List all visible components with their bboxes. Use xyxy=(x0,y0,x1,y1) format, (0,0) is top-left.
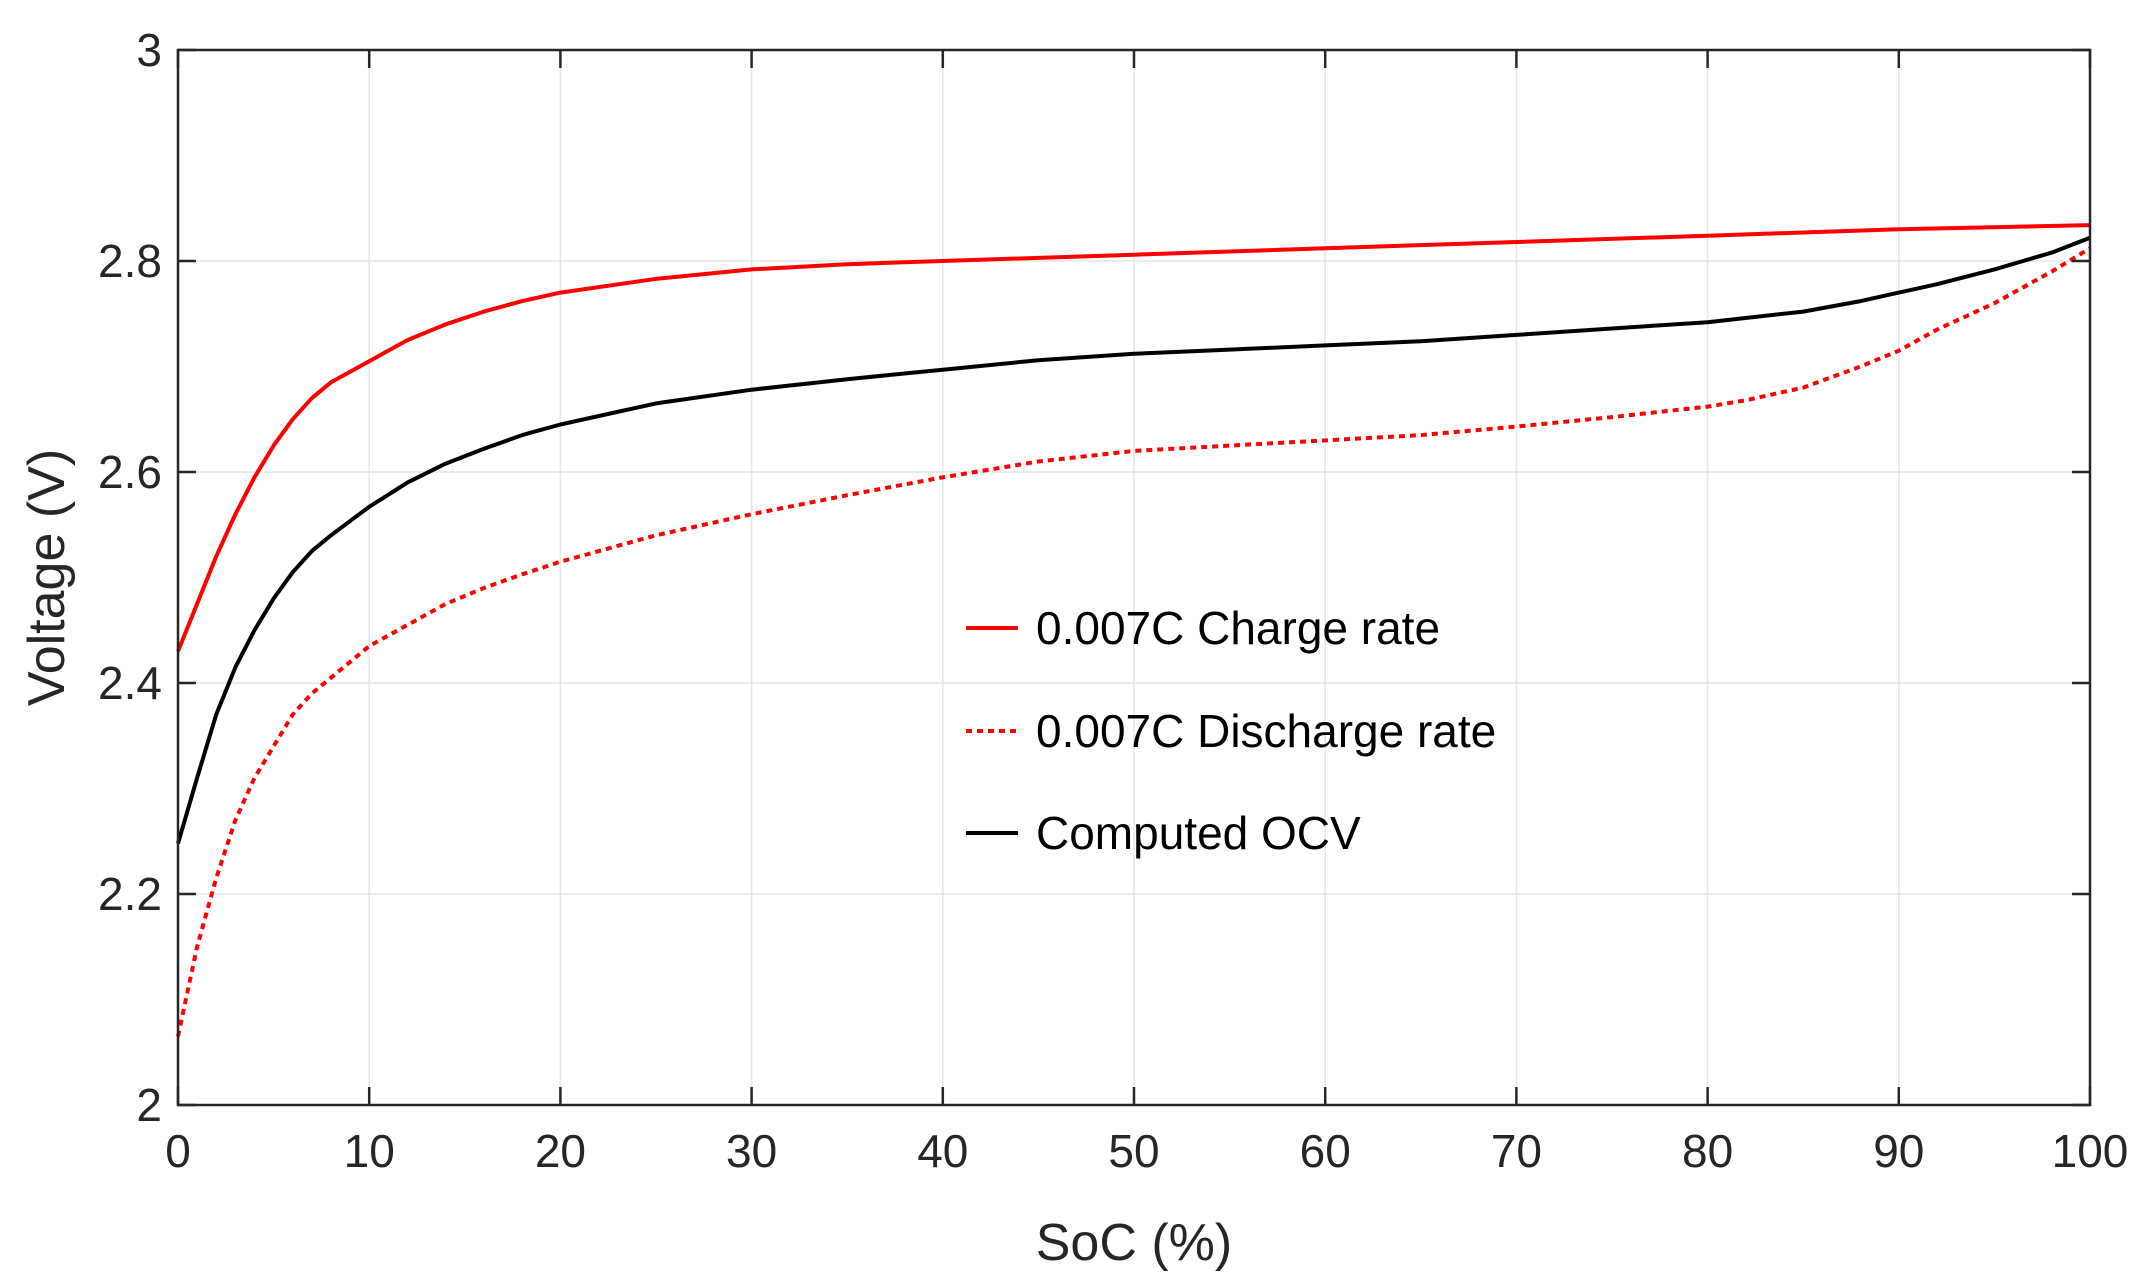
series-charge-line xyxy=(176,223,2091,653)
legend-label-ocv: Computed OCV xyxy=(1036,807,1361,859)
legend-label-discharge: 0.007C Discharge rate xyxy=(1036,705,1496,757)
series-ocv-line xyxy=(176,235,2091,844)
y-tick-label: 2.6 xyxy=(98,446,162,498)
x-tick-label: 0 xyxy=(165,1125,191,1177)
y-axis-ticks: 2 2.2 2.4 2.6 2.8 3 xyxy=(98,24,2090,1131)
y-tick-label: 2.8 xyxy=(98,235,162,287)
y-tick-label: 3 xyxy=(136,24,162,76)
x-axis-ticks: 0 10 20 30 40 50 60 70 80 90 100 xyxy=(165,50,2128,1177)
grid xyxy=(177,49,2091,1106)
x-tick-label: 70 xyxy=(1491,1125,1542,1177)
x-tick-label: 50 xyxy=(1108,1125,1159,1177)
x-tick-label: 90 xyxy=(1873,1125,1924,1177)
y-tick-label: 2.2 xyxy=(98,868,162,920)
x-axis-label: SoC (%) xyxy=(1036,1214,1232,1272)
y-tick-label: 2 xyxy=(136,1079,162,1131)
x-tick-label: 30 xyxy=(726,1125,777,1177)
x-tick-label: 20 xyxy=(535,1125,586,1177)
x-tick-label: 10 xyxy=(344,1125,395,1177)
legend: 0.007C Charge rate 0.007C Discharge rate… xyxy=(966,602,1496,859)
y-axis-label: Voltage (V) xyxy=(18,449,76,706)
x-tick-label: 60 xyxy=(1300,1125,1351,1177)
y-tick-label: 2.4 xyxy=(98,657,162,709)
x-tick-label: 40 xyxy=(917,1125,968,1177)
series-discharge-line xyxy=(176,246,2092,1037)
x-tick-label: 100 xyxy=(2052,1125,2129,1177)
legend-label-charge: 0.007C Charge rate xyxy=(1036,602,1440,654)
x-tick-label: 80 xyxy=(1682,1125,1733,1177)
series-group xyxy=(176,223,2092,1037)
